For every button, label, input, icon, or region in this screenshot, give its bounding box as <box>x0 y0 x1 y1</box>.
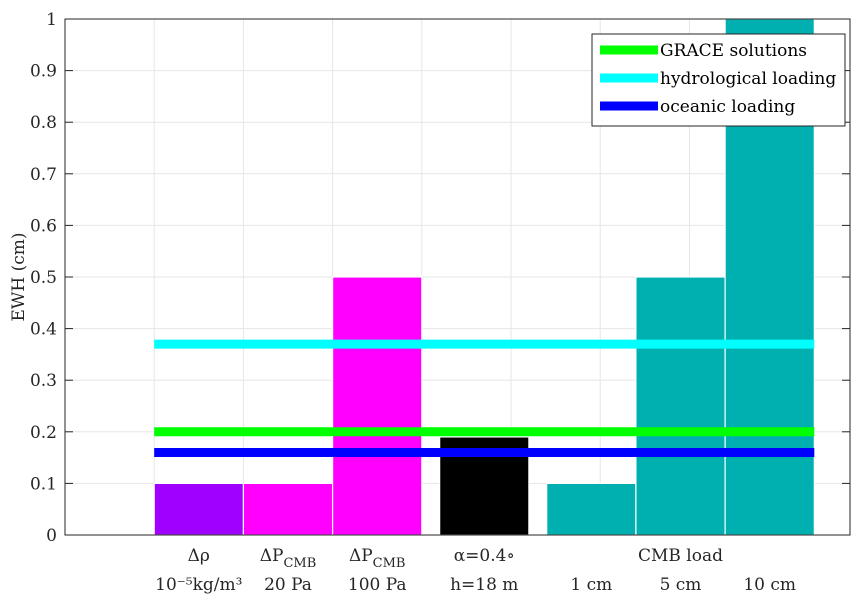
y-tick-label: 0.3 <box>30 371 57 391</box>
category-label-line2: 10⁻⁵kg/m³ <box>155 575 242 595</box>
y-tick-label: 0.4 <box>30 320 57 340</box>
legend-label: oceanic loading <box>660 97 795 117</box>
category-label-main: Δρ <box>188 546 210 566</box>
category-label-line1: ΔPCMB <box>349 546 406 571</box>
legend-label: GRACE solutions <box>660 41 807 61</box>
category-label-line2: 100 Pa <box>348 575 407 595</box>
category-label-subscript: CMB <box>283 556 316 571</box>
legend: GRACE solutions hydrological loading ocean… <box>591 33 846 127</box>
bar <box>635 276 726 536</box>
category-label-main: α=0.4∘ <box>454 546 515 566</box>
category-label-line1: CMB load <box>638 546 723 566</box>
legend-label: hydrological loading <box>660 69 836 89</box>
y-tick-labels: 0 0.1 0.2 0.3 0.4 0.5 0.6 0.7 0.8 0.9 1 <box>30 10 57 546</box>
category-label-line2: h=18 m <box>450 575 518 595</box>
y-tick-label: 0.2 <box>30 423 57 443</box>
category-label-line2: 5 cm <box>660 575 702 595</box>
y-tick-label: 0.9 <box>30 62 57 82</box>
reference-lines <box>154 339 815 457</box>
category-label-main: ΔP <box>349 546 373 566</box>
category-label-line2: 10 cm <box>743 575 796 595</box>
y-tick-label: 0.7 <box>30 165 57 185</box>
category-label-line2: 1 cm <box>570 575 612 595</box>
y-tick-label: 1 <box>46 10 57 30</box>
category-label-line1: α=0.4∘ <box>454 546 515 566</box>
category-label-main: ΔP <box>260 546 284 566</box>
bar <box>153 482 245 536</box>
category-label-line2: 20 Pa <box>264 575 312 595</box>
y-axis-label: EWH (cm) <box>9 232 29 321</box>
y-tick-label: 0.8 <box>30 113 57 133</box>
category-label-main: CMB load <box>638 546 723 566</box>
category-label-line1: Δρ <box>188 546 210 566</box>
category-label-line1: ΔPCMB <box>260 546 317 571</box>
y-tick-label: 0.5 <box>30 268 57 288</box>
y-tick-label: 0.1 <box>30 474 57 494</box>
axes <box>64 18 851 536</box>
category-label-subscript: CMB <box>373 556 406 571</box>
bar <box>332 276 423 536</box>
bar <box>546 482 637 536</box>
y-tick-label: 0.6 <box>30 216 57 236</box>
bar <box>242 482 334 536</box>
y-tick-label: 0 <box>46 526 57 546</box>
